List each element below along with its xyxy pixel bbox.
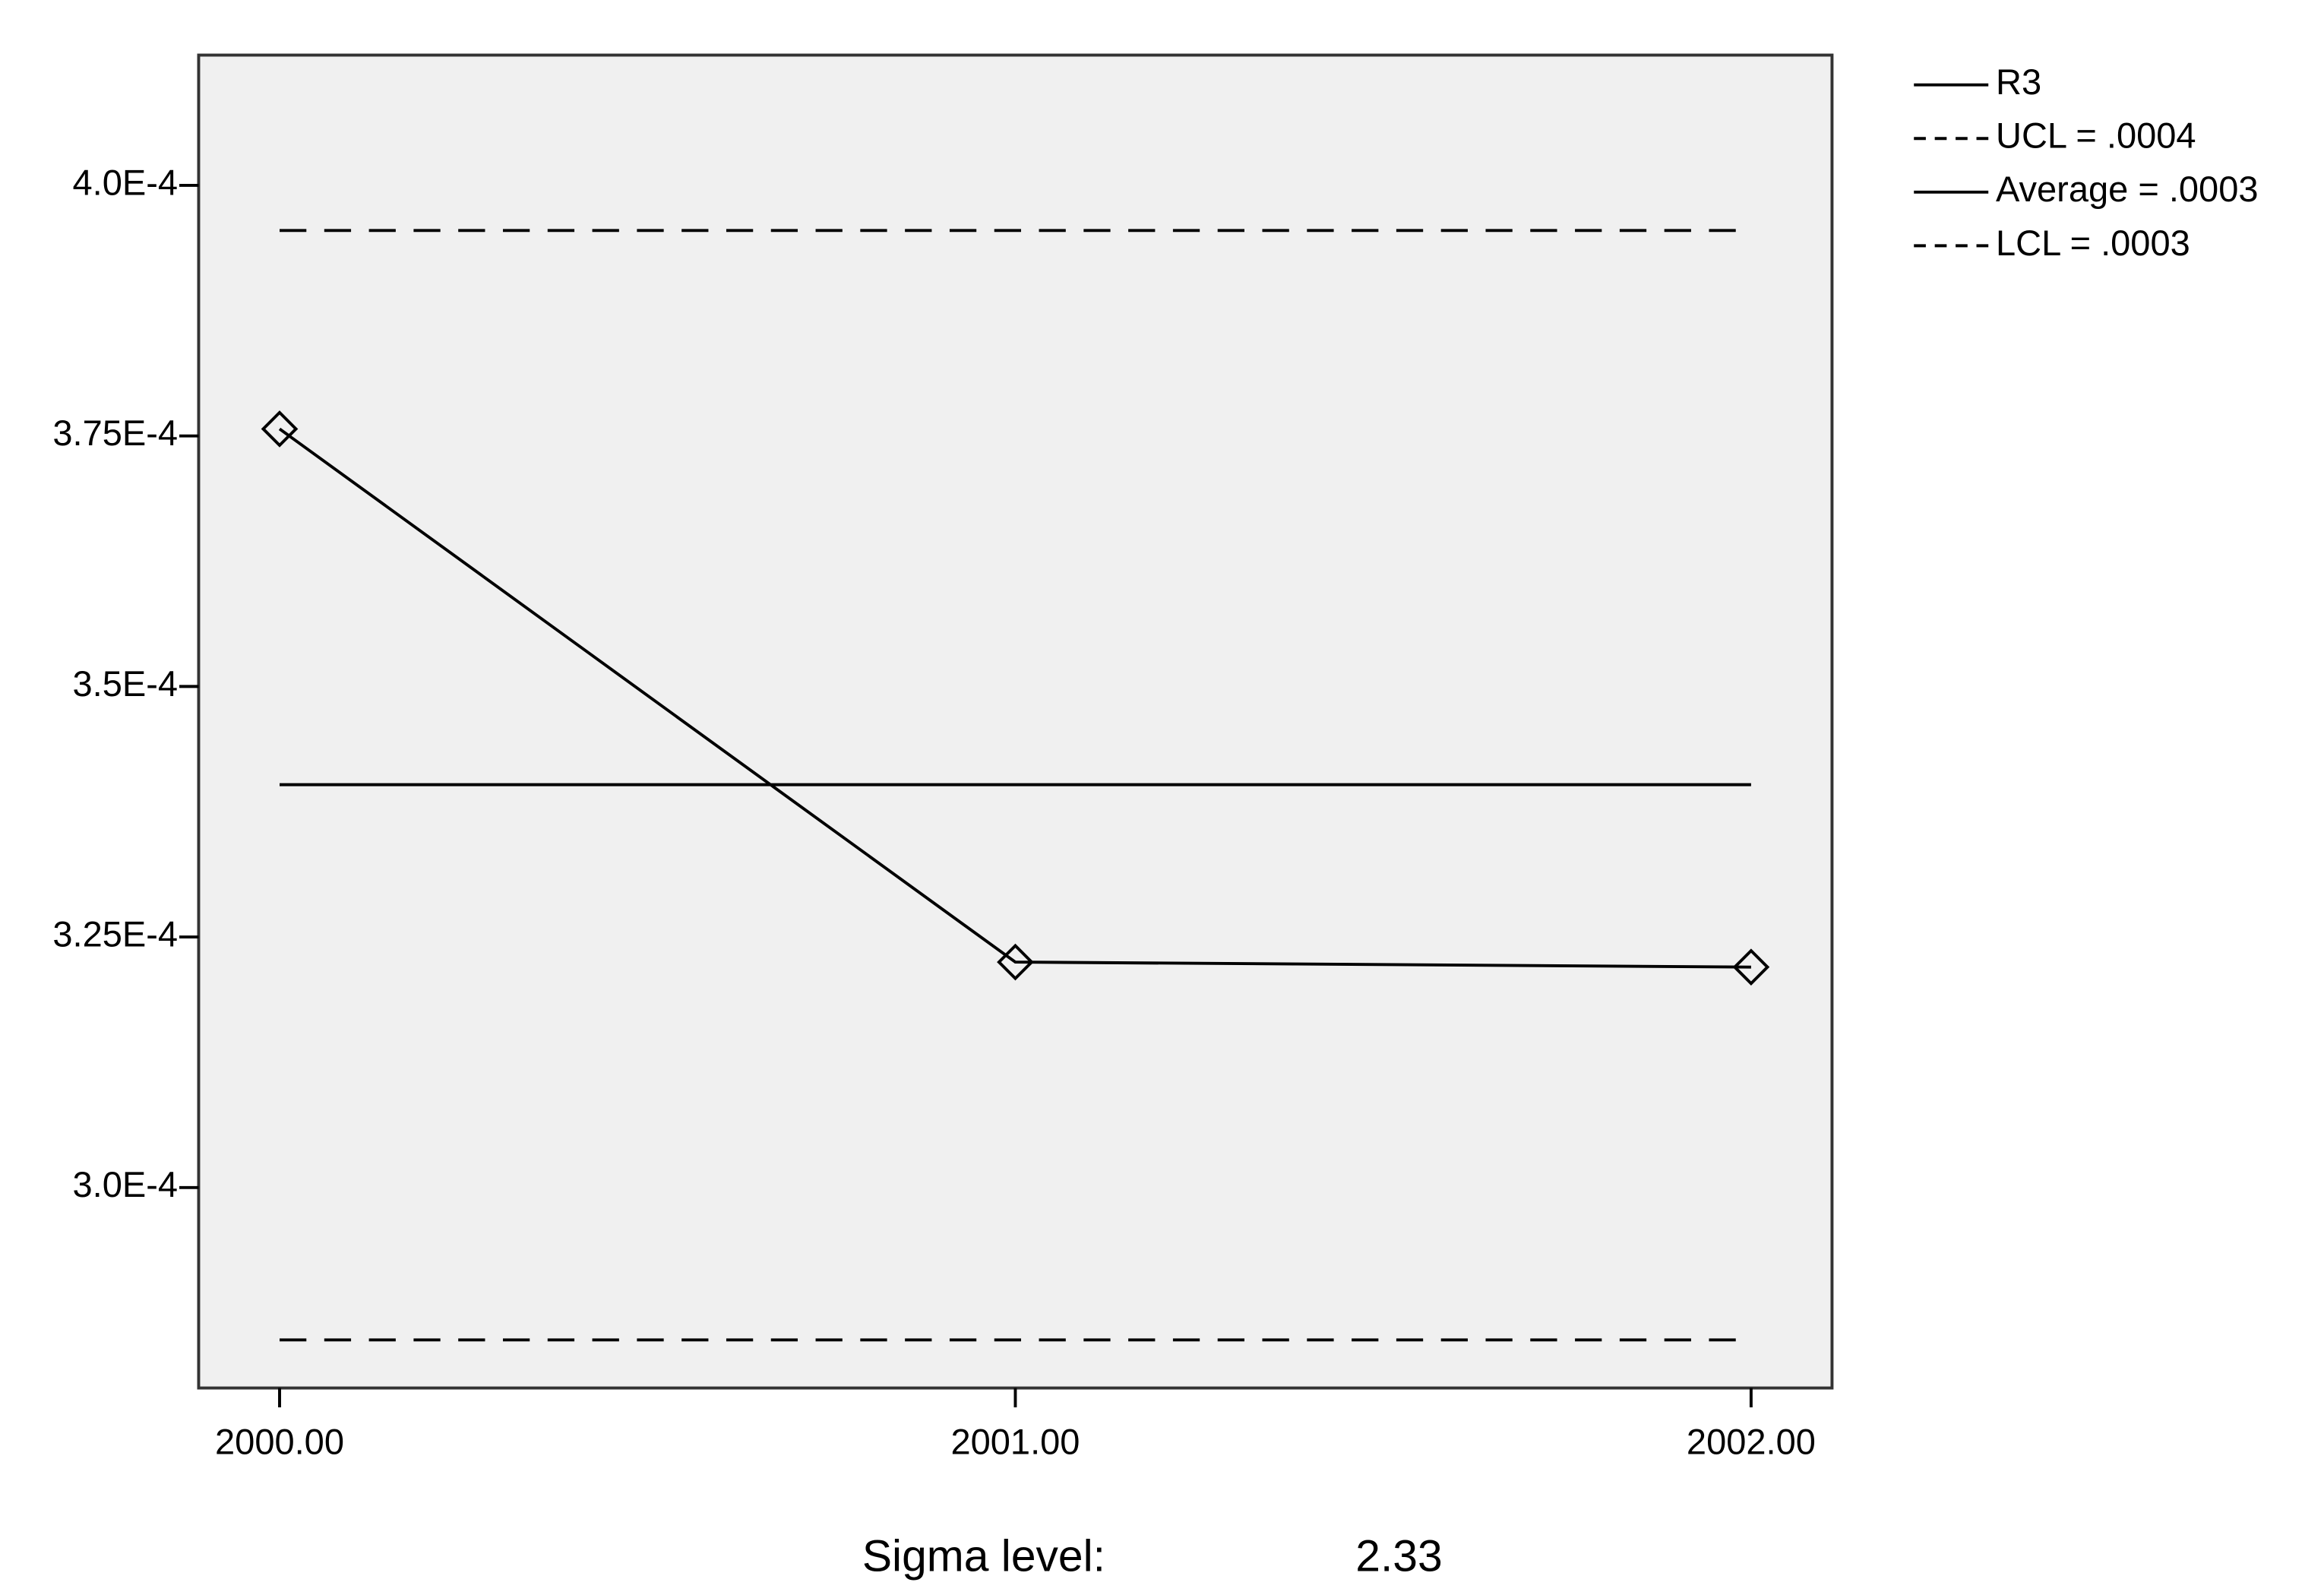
x-tick-label: 2001.00 [950,1421,1080,1461]
legend-label: Average = .0003 [1996,169,2259,209]
y-tick-label: 3.0E-4 [73,1164,179,1204]
x-tick-label: 2000.00 [215,1421,344,1461]
legend-label: LCL = .0003 [1996,223,2190,263]
y-tick-label: 3.25E-4 [52,914,178,954]
y-tick-label: 4.0E-4 [73,162,179,202]
x-tick-label: 2002.00 [1687,1421,1816,1461]
series-line [278,427,1751,969]
sigma-value: 2.33 [1355,1531,1442,1581]
data-point [261,410,299,448]
y-tick-label: 3.75E-4 [52,413,178,453]
legend-label: R3 [1996,62,2041,102]
data-point [997,943,1034,981]
y-tick-label: 3.5E-4 [73,663,179,704]
plot-area [197,53,1834,1390]
data-point [1732,948,1770,986]
legend-label: UCL = .0004 [1996,116,2196,156]
sigma-label: Sigma level: [862,1531,1105,1581]
